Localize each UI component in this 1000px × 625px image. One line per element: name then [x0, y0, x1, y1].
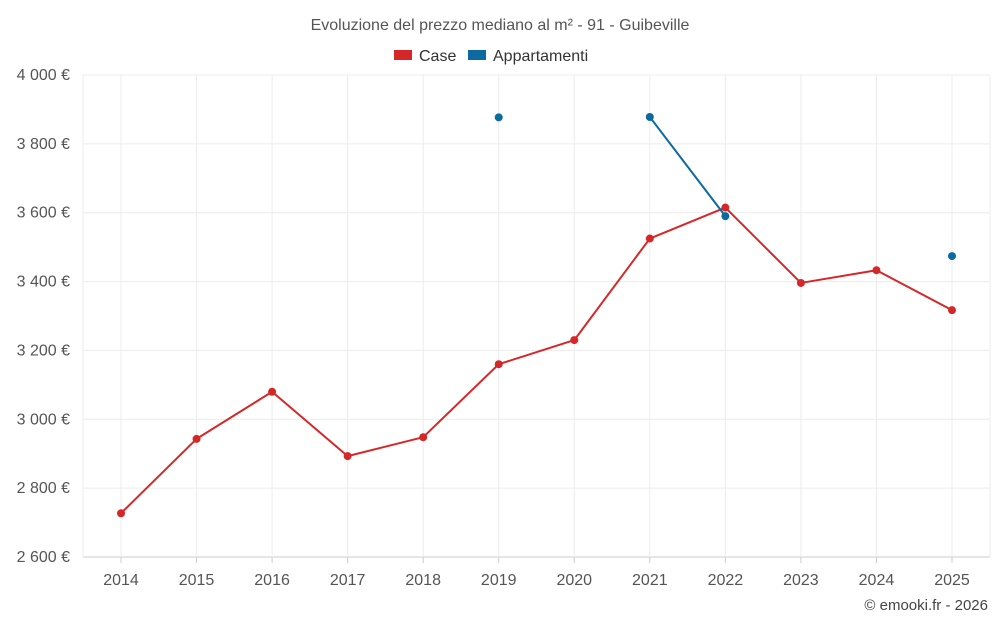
x-tick-label: 2021 — [632, 572, 668, 589]
x-tick-label: 2020 — [556, 572, 592, 589]
data-point-case-2024 — [872, 266, 881, 275]
data-point-case-2023 — [796, 278, 805, 287]
y-tick-label: 3 000 € — [17, 411, 70, 428]
data-point-case-2020 — [570, 336, 579, 345]
x-tick-label: 2017 — [330, 572, 366, 589]
grid — [82, 74, 991, 558]
x-tick-label: 2022 — [708, 572, 744, 589]
data-point-case-2016 — [268, 387, 277, 396]
data-point-appartamenti-2021 — [645, 113, 654, 122]
series — [117, 113, 956, 518]
data-point-appartamenti-2025 — [948, 252, 956, 261]
y-tick-label: 4 000 € — [17, 67, 70, 84]
x-tick-label: 2016 — [254, 572, 290, 589]
x-tick-label: 2025 — [934, 572, 970, 589]
data-point-case-2022 — [721, 203, 730, 212]
chart-title: Evoluzione del prezzo mediano al m² - 91… — [311, 17, 690, 34]
x-tick-label: 2023 — [783, 572, 819, 589]
x-tick-label: 2024 — [859, 572, 895, 589]
series-line-case — [120, 206, 953, 514]
y-tick-label: 3 400 € — [17, 274, 70, 291]
legend-label-appartamenti[interactable]: Appartamenti — [493, 48, 588, 65]
data-point-case-2015 — [192, 434, 201, 443]
y-tick-label: 3 200 € — [17, 342, 70, 359]
y-tick-label: 2 600 € — [17, 549, 70, 566]
legend: Case Appartamenti — [394, 48, 588, 65]
data-point-case-2021 — [645, 234, 654, 243]
y-tick-label: 2 800 € — [17, 480, 70, 497]
credit-text: © emooki.fr - 2026 — [864, 597, 988, 614]
x-tick-label: 2018 — [405, 572, 441, 589]
legend-label-case[interactable]: Case — [419, 48, 456, 65]
series-line-appartamenti — [649, 116, 727, 217]
x-tick-label: 2014 — [103, 572, 139, 589]
y-tick-label: 3 800 € — [17, 136, 70, 153]
data-point-appartamenti-2022 — [721, 212, 730, 221]
data-point-appartamenti-2019 — [494, 113, 503, 122]
x-tick-label: 2015 — [179, 572, 215, 589]
data-point-case-2019 — [494, 360, 503, 369]
x-tick-label: 2019 — [481, 572, 517, 589]
data-point-case-2014 — [117, 509, 125, 518]
series-appartamenti — [494, 113, 956, 261]
data-point-case-2018 — [419, 433, 428, 442]
series-case — [117, 203, 956, 518]
axes: 2 600 € 2 800 € 3 000 € 3 200 € 3 400 € 3 600… — [17, 67, 970, 589]
y-tick-label: 3 600 € — [17, 205, 70, 222]
data-point-case-2025 — [948, 306, 956, 315]
legend-swatch-case — [394, 50, 412, 60]
data-point-case-2017 — [343, 452, 352, 461]
legend-swatch-appartamenti — [468, 50, 486, 60]
